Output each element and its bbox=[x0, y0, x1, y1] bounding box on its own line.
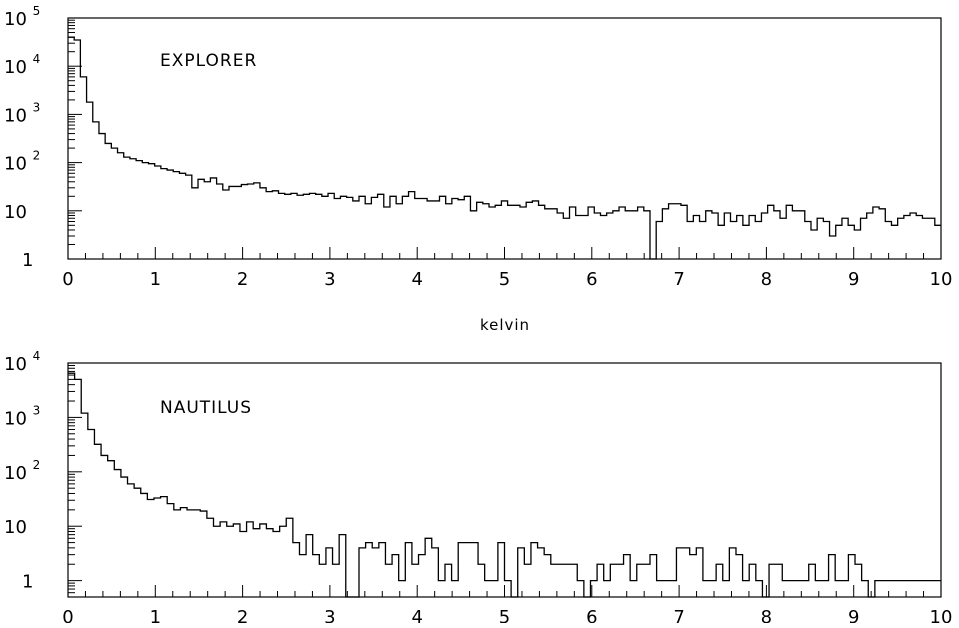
x-tick-label: 9 bbox=[848, 607, 859, 623]
y-tick-label: 10 4 bbox=[4, 349, 40, 375]
x-tick-label: 5 bbox=[499, 607, 510, 623]
x-tick-label: 7 bbox=[673, 269, 684, 290]
x-tick-label: 6 bbox=[586, 269, 597, 290]
x-tick-label: 6 bbox=[586, 607, 597, 623]
x-tick-label: 7 bbox=[673, 607, 684, 623]
plot-nautilus: 0 1 2 3 4 5 6 7 8 9 10 1 10 10 2 10 3 10 4 bbox=[4, 349, 953, 628]
x-tick-label: 0 bbox=[62, 269, 73, 290]
histogram-series bbox=[68, 372, 941, 598]
x-tick-label: 10 bbox=[930, 607, 953, 623]
x-tick-label: 8 bbox=[761, 607, 772, 623]
y-tick-label: 10 bbox=[4, 517, 27, 538]
panel-explorer: EXPLORER bbox=[160, 51, 257, 71]
x-tick-label: 3 bbox=[324, 269, 335, 290]
panel-annotation-nautilus: NAUTILUS bbox=[160, 398, 252, 418]
y-tick-label: 10 2 bbox=[4, 458, 40, 484]
plot-explorer: 0 1 2 3 4 5 6 7 8 9 10 1 10 10 2 10 3 10 4 10 5 bbox=[4, 4, 952, 290]
x-tick-label: 1 bbox=[150, 607, 161, 623]
x-tick-label: 5 bbox=[499, 269, 510, 290]
y-tick-label: 10 4 bbox=[4, 52, 40, 78]
x-tick-label: 4 bbox=[411, 269, 422, 290]
x-axis-label: kelvin bbox=[480, 316, 530, 334]
y-tick-label: 10 3 bbox=[4, 100, 40, 126]
y-tick-label: 1 bbox=[22, 250, 33, 271]
x-tick-label: 0 bbox=[62, 607, 73, 623]
x-tick-label: 1 bbox=[150, 269, 161, 290]
x-tick-label: 4 bbox=[411, 607, 422, 623]
y-tick-label: 10 3 bbox=[4, 403, 40, 429]
y-tick-label: 1 bbox=[22, 572, 33, 593]
y-tick-label: 10 5 bbox=[4, 4, 40, 30]
x-tick-label: 10 bbox=[930, 269, 953, 290]
panel-nautilus: NAUTILUS bbox=[160, 398, 252, 418]
y-tick-label: 10 bbox=[4, 202, 27, 223]
y-tick-label: 10 2 bbox=[4, 149, 40, 175]
x-tick-label: 2 bbox=[237, 607, 248, 623]
x-tick-label: 2 bbox=[237, 269, 248, 290]
x-tick-label: 8 bbox=[761, 269, 772, 290]
panel-annotation-explorer: EXPLORER bbox=[160, 51, 257, 71]
x-tick-label: 9 bbox=[848, 269, 859, 290]
histogram-series bbox=[68, 36, 941, 260]
x-tick-label: 3 bbox=[324, 607, 335, 623]
